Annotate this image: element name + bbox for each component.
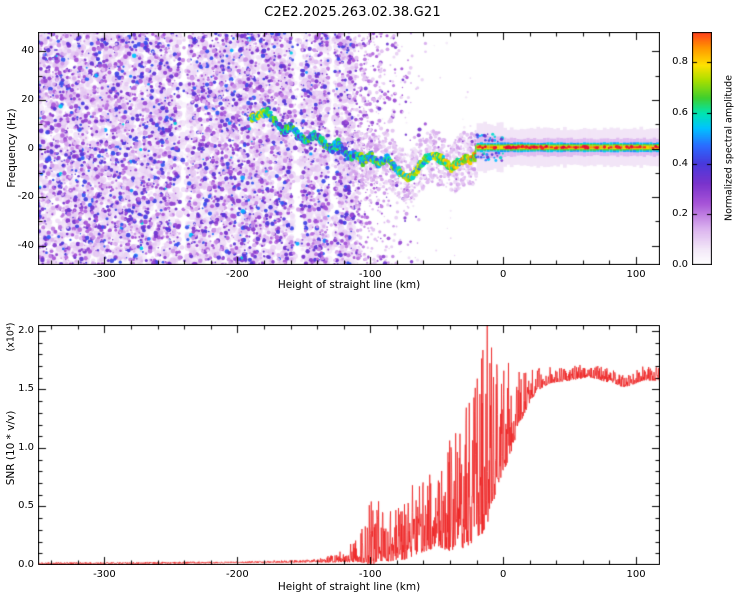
snr-x-tick-label: -300	[93, 569, 116, 580]
snr-canvas	[38, 325, 660, 565]
spectrogram-x-tick-label: -100	[358, 269, 382, 280]
spectrogram-y-tick-label: 20	[21, 93, 34, 105]
snr-xlabel: Height of straight line (km)	[277, 581, 421, 593]
colorbar-tick-label: 0.2	[672, 208, 688, 220]
colorbar-label: Normalized spectral amplitude	[723, 74, 735, 222]
spectrogram-x-tick-label: -300	[93, 269, 116, 280]
colorbar-tick-label: 0.8	[672, 56, 688, 68]
snr-y-tick-label: 1.0	[18, 441, 34, 453]
colorbar-canvas	[692, 32, 712, 265]
snr-x-tick-label: -100	[358, 569, 382, 580]
snr-y-tick-label: 0.0	[18, 559, 34, 570]
spectrogram-xlabel: Height of straight line (km)	[277, 279, 421, 291]
spectrogram-y-tick-label: 40	[21, 45, 34, 57]
snr-y-tick-label: 2.0	[18, 324, 34, 336]
spectrogram-canvas	[38, 32, 660, 265]
spectrogram-x-tick-label: 0	[499, 269, 507, 280]
colorbar-tick-label: 0.4	[672, 157, 688, 169]
spectrogram-x-tick-label: -200	[225, 269, 249, 280]
snr-y-tick-label: 1.5	[18, 383, 34, 395]
snr-x-tick-label: 0	[499, 569, 507, 580]
colorbar-tick-label: 0.0	[672, 259, 688, 270]
colorbar-tick-label: 0.6	[672, 107, 688, 119]
spectrogram-y-tick-label: -40	[17, 239, 34, 251]
spectrogram-y-tick-label: -20	[17, 191, 34, 203]
figure-title: C2E2.2025.263.02.38.G21	[264, 5, 441, 20]
snr-x-tick-label: -200	[225, 569, 249, 580]
snr-x-tick-label: 100	[626, 569, 646, 580]
snr-y-tick-label: 0.5	[18, 500, 34, 512]
spectrogram-y-tick-label: 0	[27, 142, 34, 154]
spectrogram-x-tick-label: 100	[626, 269, 646, 280]
